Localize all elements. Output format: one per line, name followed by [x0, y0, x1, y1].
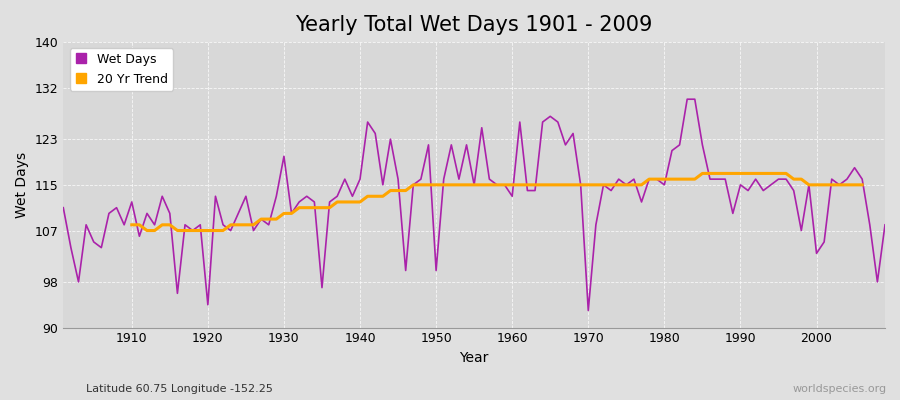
Wet Days: [58, 205, 68, 210]
Line: 20 Yr Trend: 20 Yr Trend: [131, 174, 862, 230]
X-axis label: Year: Year: [460, 351, 489, 365]
Title: Yearly Total Wet Days 1901 - 2009: Yearly Total Wet Days 1901 - 2009: [295, 15, 652, 35]
Wet Days: [583, 308, 594, 313]
20 Yr Trend: [187, 228, 198, 233]
20 Yr Trend: [324, 205, 335, 210]
20 Yr Trend: [857, 182, 868, 187]
20 Yr Trend: [705, 171, 716, 176]
Legend: Wet Days, 20 Yr Trend: Wet Days, 20 Yr Trend: [69, 48, 173, 91]
20 Yr Trend: [500, 182, 510, 187]
Wet Days: [332, 194, 343, 199]
Wet Days: [682, 97, 693, 102]
20 Yr Trend: [126, 222, 137, 227]
20 Yr Trend: [697, 171, 707, 176]
Wet Days: [606, 188, 616, 193]
20 Yr Trend: [157, 222, 167, 227]
20 Yr Trend: [141, 228, 152, 233]
Text: Latitude 60.75 Longitude -152.25: Latitude 60.75 Longitude -152.25: [86, 384, 273, 394]
Text: worldspecies.org: worldspecies.org: [792, 384, 886, 394]
Wet Days: [879, 222, 890, 227]
Y-axis label: Wet Days: Wet Days: [15, 152, 29, 218]
Wet Days: [500, 182, 510, 187]
Wet Days: [119, 222, 130, 227]
20 Yr Trend: [553, 182, 563, 187]
Line: Wet Days: Wet Days: [63, 99, 885, 310]
Wet Days: [507, 194, 517, 199]
Wet Days: [286, 211, 297, 216]
